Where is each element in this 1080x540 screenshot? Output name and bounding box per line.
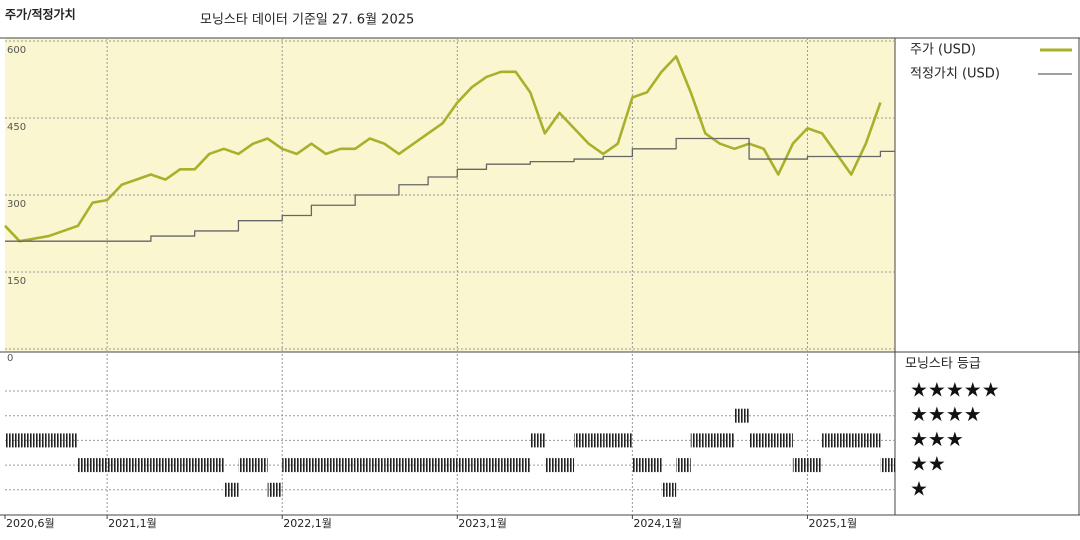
rating-bar	[661, 482, 677, 497]
rating-bar	[676, 458, 691, 473]
rating-bar	[296, 458, 312, 473]
rating-bar	[165, 458, 181, 473]
rating-bar	[180, 458, 195, 473]
rating-bar	[836, 433, 852, 448]
rating-bar	[734, 408, 750, 423]
rating-bar	[865, 433, 881, 448]
rating-bar	[807, 458, 823, 473]
x-tick-label: 2022,1월	[283, 517, 332, 530]
x-tick-label: 2023,1월	[458, 517, 507, 530]
legend-label: 적정가치 (USD)	[910, 67, 1000, 82]
rating-bar	[325, 458, 341, 473]
rating-bar	[617, 433, 633, 448]
rating-bar	[603, 433, 618, 448]
rating-bar	[136, 458, 151, 473]
rating-bar	[194, 458, 210, 473]
rating-bar	[34, 433, 49, 448]
rating-bar	[778, 433, 793, 448]
series-line	[4, 55, 882, 243]
rating-bar	[632, 458, 647, 473]
series-line	[5, 137, 895, 242]
x-tick-label: 2025,1월	[808, 517, 857, 530]
rating-bar	[223, 482, 239, 497]
rating-bar	[690, 433, 706, 448]
rating-bar	[311, 458, 326, 473]
rating-bar	[792, 458, 808, 473]
rating-bar	[253, 458, 268, 473]
rating-bar	[851, 433, 866, 448]
rating-bar	[19, 433, 35, 448]
rating-bar	[457, 458, 472, 473]
y-tick-label: 450	[7, 122, 26, 133]
rating-bar	[77, 458, 93, 473]
rating-bar	[442, 458, 458, 473]
rating-label: ★★★★	[910, 402, 982, 426]
rating-bar	[92, 458, 108, 473]
rating-bar	[121, 458, 137, 473]
rating-bar	[763, 433, 779, 448]
y-tick-label: 600	[7, 45, 26, 56]
rating-title: 모닝스타 등급	[905, 357, 981, 372]
rating-bar	[107, 458, 122, 473]
rating-bar	[384, 458, 399, 473]
x-tick-label: 2024,1월	[633, 517, 682, 530]
y-tick-label: 0	[7, 353, 13, 364]
rating-bar	[501, 458, 516, 473]
chart-subtitle: 모닝스타 데이터 기준일 27. 6월 2025	[200, 13, 414, 28]
rating-bar	[530, 433, 545, 448]
rating-label: ★★	[910, 452, 946, 476]
rating-bar	[150, 458, 166, 473]
rating-bar	[749, 433, 764, 448]
rating-label: ★	[910, 476, 928, 500]
rating-bar	[880, 458, 895, 473]
rating-bar	[559, 458, 575, 473]
rating-bar	[209, 458, 224, 473]
rating-bar	[705, 433, 720, 448]
rating-bar	[267, 482, 283, 497]
x-tick-label: 2021,1월	[108, 517, 157, 530]
rating-bar	[588, 433, 604, 448]
rating-bar	[48, 433, 64, 448]
rating-bar	[238, 458, 254, 473]
y-tick-label: 300	[7, 199, 26, 210]
rating-bar	[282, 458, 297, 473]
rating-bar	[355, 458, 370, 473]
x-tick-label: 2020,6월	[6, 517, 55, 530]
rating-label: ★★★	[910, 427, 964, 451]
rating-bar	[398, 458, 414, 473]
rating-bar	[544, 458, 560, 473]
rating-bar	[574, 433, 589, 448]
rating-bar	[413, 458, 429, 473]
rating-bar	[428, 458, 443, 473]
legend-label: 주가 (USD)	[910, 43, 976, 58]
rating-bar	[822, 433, 837, 448]
rating-bar	[486, 458, 502, 473]
y-tick-label: 150	[7, 276, 26, 287]
rating-bar	[63, 433, 78, 448]
rating-bar	[646, 458, 662, 473]
rating-bar	[471, 458, 487, 473]
rating-bar	[369, 458, 385, 473]
rating-bar	[515, 458, 531, 473]
rating-bar	[719, 433, 735, 448]
rating-bar	[5, 433, 20, 448]
rating-bar	[340, 458, 356, 473]
chart-title: 주가/적정가치	[5, 7, 76, 22]
rating-label: ★★★★★	[910, 378, 1000, 402]
